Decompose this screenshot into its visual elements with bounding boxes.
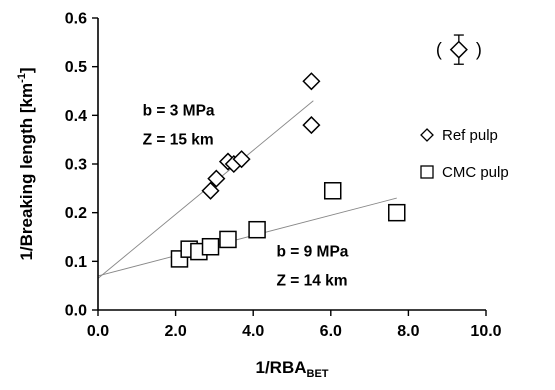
x-tick-label: 8.0 [397, 323, 419, 340]
annotation: Z = 14 km [276, 273, 347, 290]
annotation: b = 9 MPa [276, 243, 348, 260]
ref-pulp-point [232, 150, 251, 169]
ref-pulp-point [302, 116, 321, 135]
y-tick-label: 0.2 [65, 205, 87, 222]
x-tick-label: 6.0 [320, 323, 342, 340]
y-tick-label: 0.6 [65, 11, 87, 28]
y-axis-title: 1/Breaking length [km-1] [16, 67, 36, 260]
ref-pulp-point [201, 181, 220, 200]
x-tick-label: 4.0 [242, 323, 264, 340]
cmc-pulp-point [323, 182, 342, 200]
ref-pulp-point [302, 72, 321, 91]
y-axis-title-superscript: -1 [16, 73, 28, 83]
y-tick-label: 0.3 [65, 157, 87, 174]
x-axis-title-subscript: BET [307, 368, 329, 380]
y-tick-label: 0.5 [65, 59, 87, 76]
x-tick-label: 10.0 [470, 323, 501, 340]
y-axis-title-main: 1/Breaking length [km [17, 83, 36, 261]
cmc-pulp-point [219, 230, 237, 249]
ref-pulp-point [207, 169, 226, 188]
legend-marker-cmc-pulp [420, 165, 434, 179]
error-marker-paren-close: ) [476, 40, 482, 60]
annotation: b = 3 MPa [143, 102, 215, 119]
legend-label-cmc-pulp: CMC pulp [442, 164, 509, 181]
y-tick-label: 0.4 [65, 108, 87, 125]
cmc-pulp-point [388, 203, 406, 222]
fit-line-cmc-pulp [97, 197, 397, 277]
annotation: Z = 15 km [143, 132, 214, 149]
y-tick-label: 0.0 [65, 303, 87, 320]
cmc-pulp-point [201, 237, 220, 256]
cmc-pulp-point [248, 220, 266, 239]
x-tick-label: 2.0 [164, 323, 186, 340]
x-tick-label: 0.0 [87, 323, 109, 340]
legend-label-ref-pulp: Ref pulp [442, 127, 498, 144]
legend-marker-ref-pulp [420, 128, 434, 142]
y-tick-label: 0.1 [65, 254, 87, 271]
error-marker-paren-open: ( [436, 40, 442, 60]
y-axis-title-close: ] [17, 67, 36, 73]
x-axis-title: 1/RBABET [255, 358, 328, 380]
error-marker-diamond [449, 40, 468, 59]
x-axis-title-main: 1/RBA [255, 358, 306, 377]
